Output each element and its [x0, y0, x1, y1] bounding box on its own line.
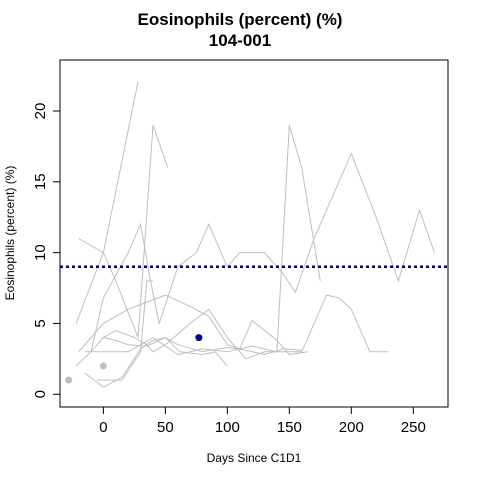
y-tick-label: 10	[32, 244, 49, 261]
series-line-3	[78, 294, 308, 356]
x-tick-label: 200	[339, 419, 364, 436]
x-axis: 0 50 100 150 200 250	[99, 406, 426, 436]
points-layer	[65, 334, 203, 384]
series-line-7	[90, 152, 435, 352]
data-point-1	[65, 376, 73, 384]
x-tick-label: 100	[215, 419, 240, 436]
series-layer	[75, 81, 435, 388]
x-tick-label: 250	[401, 419, 426, 436]
data-point-3	[195, 334, 203, 342]
chart-title: Eosinophils (percent) (%)	[137, 10, 343, 29]
y-tick-label: 20	[32, 103, 49, 120]
series-line-5	[75, 337, 228, 367]
data-point-2	[99, 362, 107, 370]
y-axis-label: Eosinophils (percent) (%)	[3, 166, 17, 301]
chart-subtitle: 104-001	[208, 31, 272, 50]
series-line-4	[84, 294, 389, 356]
series-line-1	[75, 81, 139, 324]
x-tick-label: 0	[99, 419, 107, 436]
x-tick-label: 150	[277, 419, 302, 436]
series-line-2	[78, 125, 169, 338]
y-tick-label: 0	[32, 390, 49, 398]
y-axis: 0 5 10 15 20	[32, 103, 61, 398]
plot-frame	[59, 59, 449, 408]
x-axis-label: Days Since C1D1	[207, 451, 302, 465]
y-tick-label: 15	[32, 173, 49, 190]
series-line-6	[84, 337, 302, 388]
y-tick-label: 5	[32, 319, 49, 327]
series-line-8	[103, 125, 321, 360]
series-line-9	[97, 280, 153, 381]
x-tick-label: 50	[157, 419, 174, 436]
